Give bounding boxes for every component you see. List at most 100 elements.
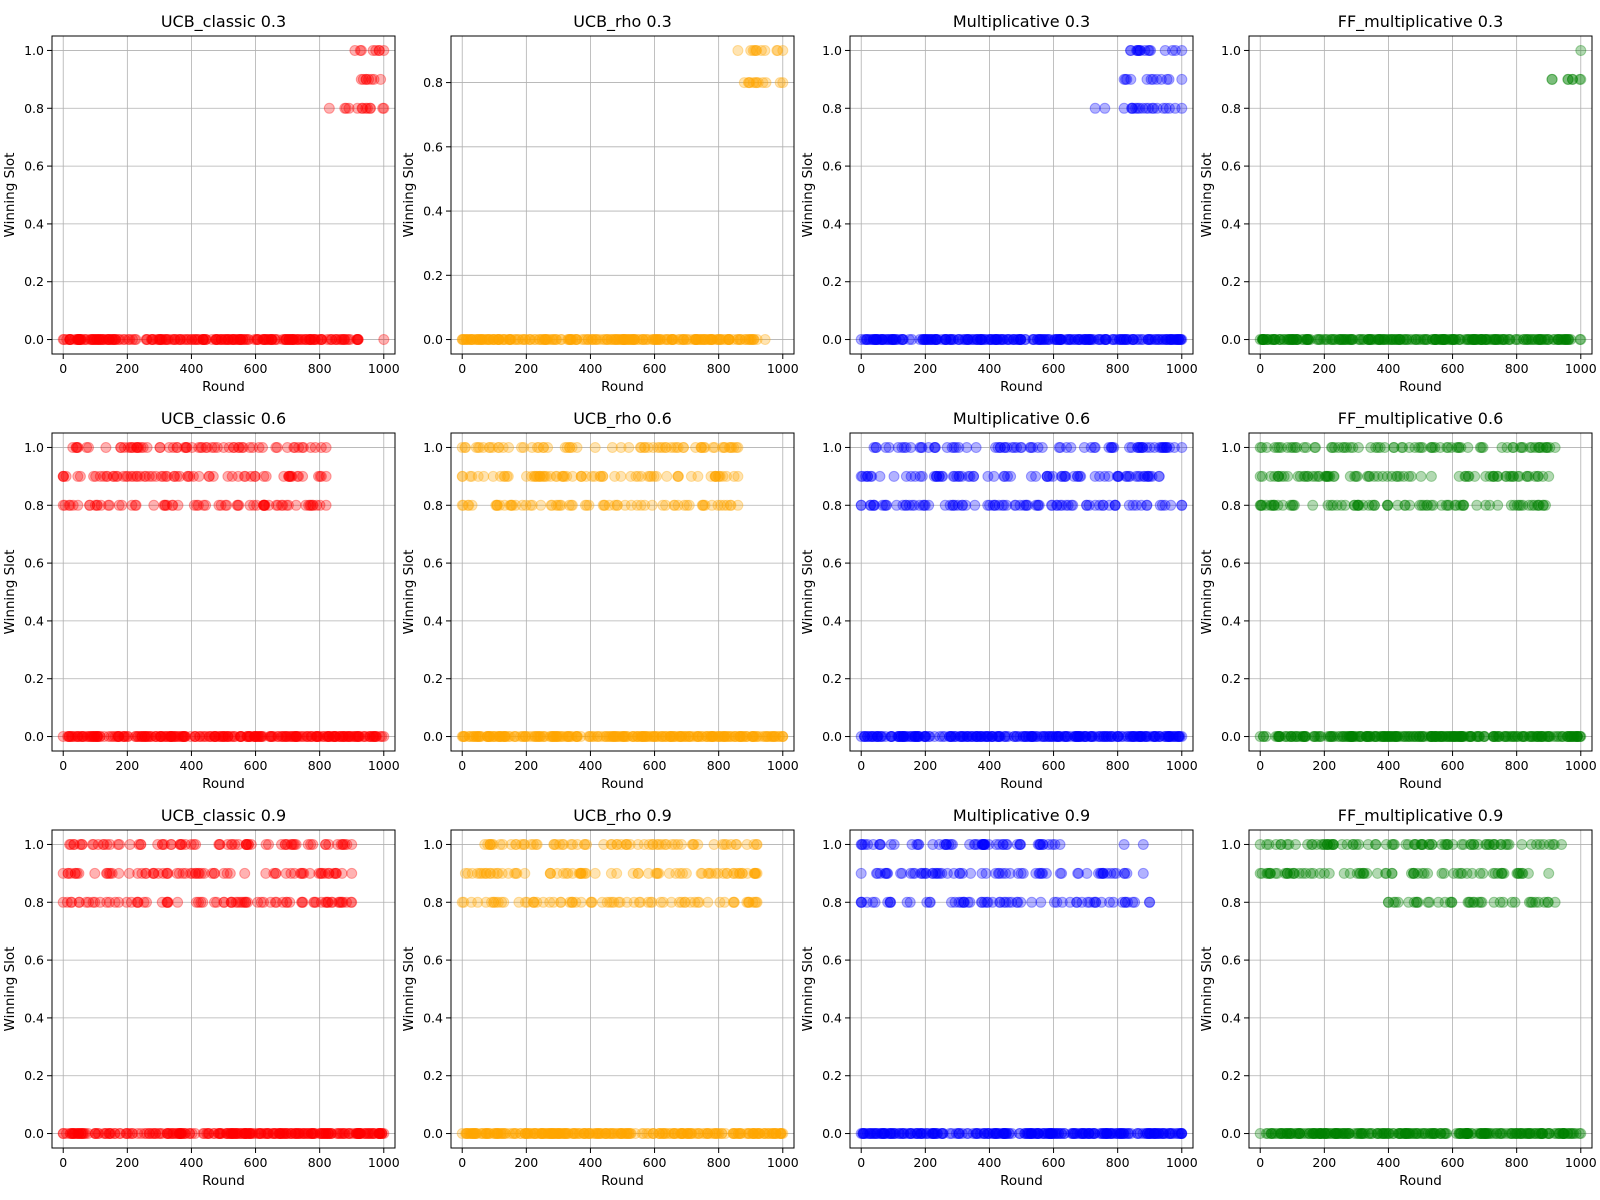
scatter-point bbox=[929, 442, 941, 453]
scatter-point bbox=[564, 334, 576, 345]
scatter-point bbox=[130, 334, 142, 345]
scatter-point bbox=[666, 334, 678, 345]
scatter-point bbox=[882, 896, 894, 908]
scatter-point bbox=[751, 896, 763, 908]
scatter-point bbox=[999, 1128, 1011, 1139]
y-tick-label: 0.6 bbox=[423, 953, 443, 968]
y-tick-label: 0.8 bbox=[822, 101, 842, 116]
scatter-point bbox=[962, 896, 974, 908]
scatter-point bbox=[222, 731, 234, 742]
scatter-point bbox=[1058, 731, 1070, 742]
subplot-title: Multiplicative 0.3 bbox=[953, 12, 1090, 31]
x-tick-label: 0 bbox=[1256, 758, 1264, 773]
scatter-point bbox=[98, 470, 110, 482]
scatter-point bbox=[1127, 334, 1139, 345]
x-tick-label: 200 bbox=[514, 361, 538, 376]
scatter-point bbox=[565, 334, 577, 345]
scatter-point bbox=[540, 334, 552, 345]
scatter-point bbox=[892, 442, 904, 453]
scatter-point bbox=[237, 334, 249, 345]
scatter-point bbox=[925, 334, 937, 345]
scatter-point bbox=[576, 334, 588, 345]
scatter-point bbox=[73, 334, 85, 345]
scatter-point bbox=[210, 334, 221, 345]
scatter-point bbox=[655, 334, 667, 345]
scatter-point bbox=[777, 45, 789, 56]
scatter-point bbox=[168, 334, 180, 345]
scatter-point bbox=[1442, 442, 1454, 453]
scatter-point bbox=[1329, 442, 1341, 453]
scatter-point bbox=[75, 334, 87, 345]
subplot-2: Multiplicative 0.30 200 400 600 800 10000.00.… bbox=[800, 12, 1198, 395]
scatter-point bbox=[618, 334, 630, 345]
scatter-point bbox=[1526, 442, 1538, 453]
scatter-point bbox=[244, 499, 256, 511]
scatter-point bbox=[1141, 499, 1153, 511]
scatter-point bbox=[169, 470, 180, 482]
scatter-point bbox=[112, 839, 124, 850]
subplot-0: UCB_classic 0.30 200 400 600 800 10000.00.20.… bbox=[2, 12, 400, 395]
scatter-points bbox=[1254, 45, 1587, 345]
x-axis-label: Round bbox=[1000, 379, 1043, 395]
scatter-point bbox=[219, 334, 231, 345]
scatter-point bbox=[1363, 470, 1375, 482]
scatter-point bbox=[119, 334, 131, 345]
scatter-point bbox=[355, 73, 367, 85]
scatter-point bbox=[242, 334, 254, 345]
subplot-title: UCB_classic 0.3 bbox=[161, 12, 286, 32]
scatter-point bbox=[646, 896, 658, 908]
scatter-point bbox=[323, 839, 335, 850]
scatter-point bbox=[498, 334, 510, 345]
scatter-point bbox=[479, 334, 491, 345]
scatter-point bbox=[690, 334, 702, 345]
scatter-point bbox=[360, 73, 372, 85]
scatter-point bbox=[368, 73, 380, 85]
scatter-point bbox=[263, 334, 275, 345]
scatter-point bbox=[184, 470, 196, 482]
scatter-point bbox=[1073, 334, 1085, 345]
scatter-point bbox=[667, 334, 679, 345]
scatter-point bbox=[972, 334, 984, 345]
scatter-point bbox=[517, 334, 529, 345]
axes-frame bbox=[450, 35, 795, 355]
scatter-point bbox=[357, 731, 369, 742]
scatter-point bbox=[272, 499, 284, 511]
x-tick-label: 600 bbox=[1441, 361, 1465, 376]
scatter-point bbox=[154, 334, 166, 345]
x-tick-label: 1000 bbox=[368, 1155, 400, 1170]
scatter-point bbox=[266, 334, 277, 345]
scatter-point bbox=[1140, 1128, 1152, 1139]
scatter-point bbox=[748, 334, 760, 345]
scatter-point bbox=[200, 334, 211, 345]
scatter-point bbox=[343, 102, 355, 114]
scatter-point bbox=[971, 1128, 983, 1139]
scatter-point bbox=[1415, 470, 1427, 482]
scatter-point bbox=[1254, 470, 1266, 482]
scatter-point bbox=[667, 334, 679, 345]
scatter-point bbox=[979, 334, 991, 345]
scatter-points bbox=[1254, 839, 1587, 1139]
scatter-point bbox=[721, 839, 732, 850]
scatter-point bbox=[378, 102, 390, 114]
scatter-point bbox=[723, 334, 735, 345]
scatter-point bbox=[93, 334, 105, 345]
scatter-point bbox=[186, 867, 198, 879]
scatter-point bbox=[699, 334, 711, 345]
y-tick-label: 0.0 bbox=[822, 332, 842, 347]
x-tick-label: 800 bbox=[1505, 758, 1529, 773]
scatter-point bbox=[1369, 499, 1380, 511]
scatter-point bbox=[169, 334, 181, 345]
scatter-point bbox=[1130, 499, 1142, 511]
scatter-point bbox=[1126, 731, 1138, 742]
scatter-point bbox=[732, 499, 744, 511]
scatter-point bbox=[1373, 334, 1385, 345]
scatter-point bbox=[513, 334, 525, 345]
scatter-point bbox=[883, 334, 895, 345]
scatter-point bbox=[611, 499, 623, 511]
scatter-point bbox=[69, 334, 80, 345]
scatter-point bbox=[918, 334, 930, 345]
scatter-point bbox=[117, 731, 129, 742]
subplot-1: UCB_rho 0.30 200 400 600 800 10000.00.20.40.6… bbox=[401, 12, 799, 395]
scatter-point bbox=[640, 334, 652, 345]
scatter-point bbox=[108, 334, 120, 345]
